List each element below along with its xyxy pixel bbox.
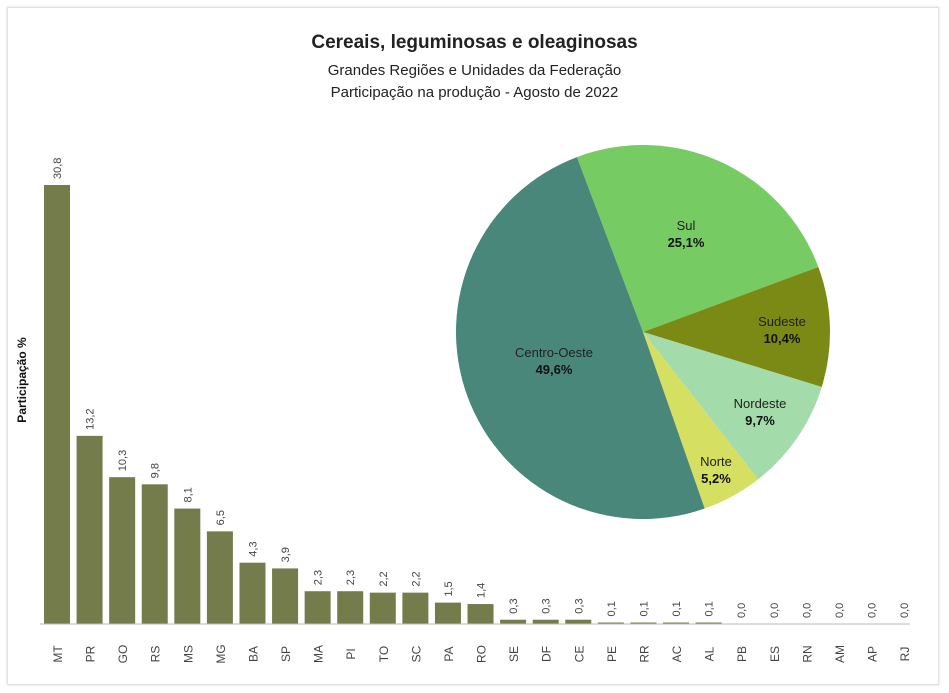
bar-RS [141, 484, 168, 624]
data-label-RO: 1,4 [476, 583, 488, 598]
data-label-PR: 13,2 [85, 408, 97, 429]
x-tick-AP: AP [866, 646, 880, 662]
bar-CE [565, 619, 592, 624]
x-tick-CE: CE [572, 646, 586, 663]
bar-AC [663, 622, 690, 624]
chart-title: Cereais, leguminosas e oleaginosas [311, 32, 638, 53]
bar-PI [337, 591, 364, 624]
pie-label-sul: Sul [677, 218, 696, 233]
chart-frame [7, 7, 939, 685]
x-tick-MS: MS [181, 645, 195, 663]
data-label-PE: 0,1 [606, 601, 618, 616]
x-tick-AL: AL [703, 646, 717, 661]
chart-subtitle-2: Participação na produção - Agosto de 202… [330, 84, 619, 101]
x-tick-ES: ES [768, 646, 782, 662]
bar-SE [500, 619, 527, 624]
pie-value-sudeste: 10,4% [764, 331, 801, 346]
bar-MS [174, 508, 201, 624]
x-tick-SP: SP [279, 646, 293, 662]
x-tick-GO: GO [116, 645, 130, 664]
x-tick-AM: AM [833, 645, 847, 663]
pie-value-nordeste: 9,7% [745, 413, 775, 428]
pie-label-nordeste: Nordeste [734, 396, 787, 411]
bar-PR [76, 435, 103, 624]
data-label-DF: 0,3 [541, 598, 553, 613]
x-tick-MT: MT [51, 645, 65, 663]
bar-MT [44, 185, 70, 624]
data-label-AM: 0,0 [834, 603, 846, 618]
x-tick-BA: BA [246, 646, 260, 662]
data-label-PB: 0,0 [736, 603, 748, 618]
x-tick-PB: PB [735, 646, 749, 662]
bar-PE [597, 622, 624, 624]
x-tick-AC: AC [670, 645, 684, 662]
x-tick-RS: RS [149, 646, 163, 663]
data-label-ES: 0,0 [769, 603, 781, 618]
bar-SC [402, 592, 429, 624]
pie-slice-norte [643, 332, 759, 509]
bar-SP [272, 568, 299, 624]
data-label-RN: 0,0 [801, 603, 813, 618]
x-tick-PE: PE [605, 646, 619, 662]
pie-value-norte: 5,2% [701, 471, 731, 486]
pie-slice-centro-oeste [455, 157, 705, 520]
data-label-TO: 2,2 [378, 571, 390, 586]
data-label-AC: 0,1 [671, 601, 683, 616]
x-tick-PA: PA [442, 646, 456, 661]
data-label-CE: 0,3 [573, 598, 585, 613]
pie-label-norte: Norte [700, 454, 732, 469]
data-label-SC: 2,2 [410, 571, 422, 586]
bar-RR [630, 622, 657, 624]
bar-TO [369, 592, 396, 624]
pie-slice-sul [576, 145, 819, 332]
x-tick-MA: MA [312, 645, 326, 663]
x-tick-RN: RN [800, 645, 814, 662]
data-label-MG: 6,5 [215, 510, 227, 525]
x-tick-RO: RO [475, 645, 489, 663]
x-tick-TO: TO [377, 646, 391, 662]
data-label-PA: 1,5 [443, 581, 455, 596]
data-label-RJ: 0,0 [899, 603, 911, 618]
data-label-AP: 0,0 [867, 603, 879, 618]
bar-MA [304, 591, 331, 624]
bar-BA [239, 562, 266, 624]
pie-label-centro-oeste: Centro-Oeste [515, 345, 593, 360]
data-label-AL: 0,1 [704, 601, 716, 616]
data-label-RR: 0,1 [638, 601, 650, 616]
bar-PA [434, 602, 461, 624]
x-tick-SC: SC [409, 645, 423, 662]
bar-MG [206, 531, 233, 624]
data-label-MS: 8,1 [182, 487, 194, 502]
bar-DF [532, 619, 559, 624]
pie-value-centro-oeste: 49,6% [536, 362, 573, 377]
pie-slice-sudeste [643, 267, 830, 387]
data-label-MA: 2,3 [313, 570, 325, 585]
data-label-SE: 0,3 [508, 598, 520, 613]
bar-AL [695, 622, 722, 624]
x-tick-RJ: RJ [898, 647, 912, 662]
x-tick-DF: DF [540, 646, 554, 662]
pie-label-sudeste: Sudeste [758, 314, 806, 329]
data-label-MT: 30,8 [52, 158, 64, 179]
pie-slice-nordeste [643, 332, 822, 480]
x-tick-RR: RR [637, 645, 651, 663]
data-label-SP: 3,9 [280, 547, 292, 562]
chart-subtitle-1: Grandes Regiões e Unidades da Federação [327, 62, 622, 79]
data-label-BA: 4,3 [247, 541, 259, 556]
data-label-GO: 10,3 [117, 450, 129, 471]
bar-RO [467, 604, 494, 624]
bar-GO [109, 477, 136, 624]
x-tick-MG: MG [214, 644, 228, 663]
x-tick-SE: SE [507, 646, 521, 662]
pie-value-sul: 25,1% [668, 235, 705, 250]
data-label-PI: 2,3 [345, 570, 357, 585]
data-label-RS: 9,8 [150, 463, 162, 478]
x-tick-PI: PI [344, 648, 358, 659]
x-tick-PR: PR [84, 645, 98, 662]
